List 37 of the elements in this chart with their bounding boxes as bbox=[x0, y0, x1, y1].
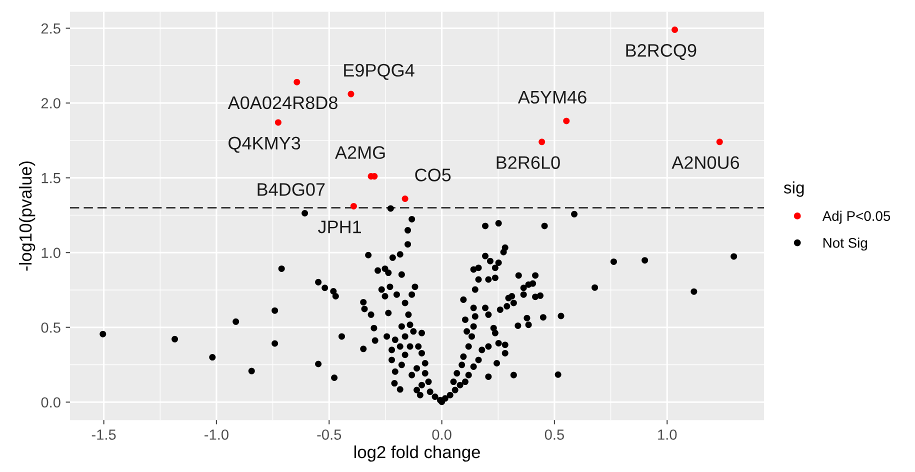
point bbox=[348, 90, 354, 98]
x-tick-label: 1.0 bbox=[658, 429, 677, 440]
annotation: A0A024R8D8 bbox=[228, 96, 338, 110]
annotation: A2N0U6 bbox=[672, 156, 740, 169]
annotation: E9PQG4 bbox=[344, 64, 414, 80]
x-tick-label: -1.0 bbox=[204, 429, 228, 440]
point bbox=[402, 195, 408, 202]
point bbox=[538, 138, 546, 146]
point bbox=[563, 118, 570, 124]
x-tick-label: 0.5 bbox=[544, 429, 564, 440]
annotation: CO5 bbox=[415, 168, 451, 182]
x-tick-label: -0.5 bbox=[317, 429, 342, 440]
point bbox=[716, 138, 723, 146]
legend-label: Not Sig bbox=[823, 238, 868, 251]
annotation: A5YM46 bbox=[518, 90, 586, 104]
point bbox=[294, 78, 300, 86]
annotation: A2MG bbox=[334, 146, 385, 159]
point bbox=[350, 202, 357, 210]
annotation: JPH1 bbox=[318, 220, 361, 234]
annotation: Q4KMY3 bbox=[228, 136, 300, 153]
annotation: B2RCQ9 bbox=[626, 44, 696, 60]
y-axis-title: -log10(pvalue) bbox=[18, 162, 36, 271]
y-tick-label: 2.5 bbox=[41, 23, 60, 34]
point bbox=[672, 26, 678, 34]
annotation: B4DG07 bbox=[258, 183, 325, 196]
legend-title: sig bbox=[784, 181, 804, 197]
y-tick-label: 1.5 bbox=[42, 173, 60, 184]
x-axis-title: log2 fold change bbox=[354, 445, 480, 462]
x-tick-label: -1.5 bbox=[92, 430, 116, 440]
annotation: B2R6L0 bbox=[496, 156, 560, 169]
y-tick-label: 0.5 bbox=[41, 322, 60, 333]
legend-label: Adj P<0.05 bbox=[822, 210, 890, 224]
y-tick-label: 1.0 bbox=[42, 248, 60, 258]
y-tick-label: 2.0 bbox=[41, 98, 60, 108]
point bbox=[274, 119, 282, 126]
y-tick-label: 0.0 bbox=[41, 397, 60, 408]
x-tick-label: 0.0 bbox=[432, 429, 452, 440]
